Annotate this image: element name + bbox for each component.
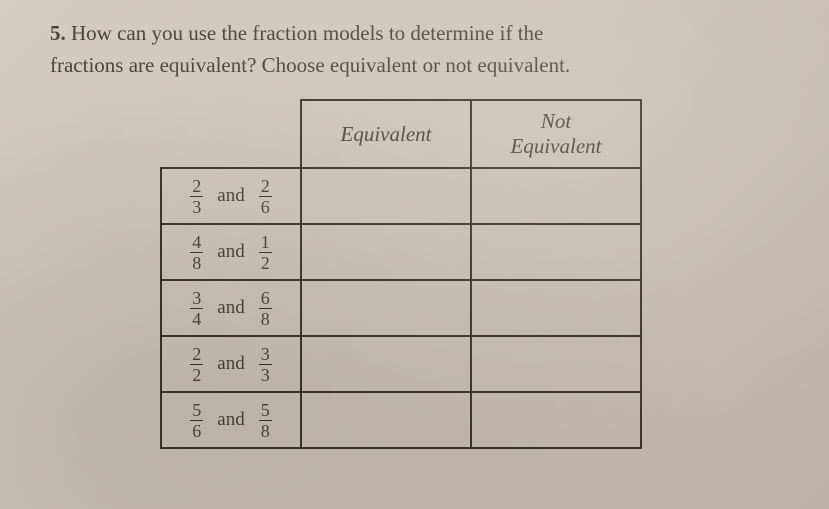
- header-not-line1: Not: [541, 109, 571, 133]
- equivalent-cell[interactable]: [301, 336, 471, 392]
- question-line-2: fractions are equivalent? Choose equival…: [50, 53, 570, 77]
- and-text: and: [217, 185, 244, 207]
- table-row: 5 6 and 5 8: [161, 392, 641, 448]
- denominator: 8: [259, 308, 272, 328]
- fraction-pair-label: 5 6 and 5 8: [161, 392, 301, 448]
- table-row: 3 4 and 6 8: [161, 280, 641, 336]
- table-row: 2 3 and 2 6: [161, 168, 641, 224]
- fraction-table-wrap: Equivalent Not Equivalent 2 3 and 2 6: [160, 99, 789, 449]
- question-text: 5. How can you use the fraction models t…: [50, 18, 789, 81]
- and-text: and: [217, 409, 244, 431]
- not-equivalent-cell[interactable]: [471, 224, 641, 280]
- fraction-1: 4 8: [190, 233, 203, 272]
- and-text: and: [217, 353, 244, 375]
- and-text: and: [217, 297, 244, 319]
- denominator: 6: [190, 420, 203, 440]
- header-equivalent: Equivalent: [301, 100, 471, 168]
- numerator: 1: [259, 233, 272, 252]
- denominator: 6: [259, 196, 272, 216]
- equivalent-cell[interactable]: [301, 392, 471, 448]
- fraction-table: Equivalent Not Equivalent 2 3 and 2 6: [160, 99, 642, 449]
- numerator: 6: [259, 289, 272, 308]
- denominator: 3: [259, 364, 272, 384]
- denominator: 4: [190, 308, 203, 328]
- denominator: 2: [190, 364, 203, 384]
- fraction-1: 2 2: [190, 345, 203, 384]
- header-row: Equivalent Not Equivalent: [161, 100, 641, 168]
- fraction-pair-label: 2 3 and 2 6: [161, 168, 301, 224]
- table-row: 2 2 and 3 3: [161, 336, 641, 392]
- denominator: 3: [190, 196, 203, 216]
- header-not-line2: Equivalent: [511, 134, 602, 158]
- fraction-2: 6 8: [259, 289, 272, 328]
- fraction-2: 1 2: [259, 233, 272, 272]
- numerator: 3: [259, 345, 272, 364]
- equivalent-cell[interactable]: [301, 168, 471, 224]
- fraction-pair-label: 3 4 and 6 8: [161, 280, 301, 336]
- not-equivalent-cell[interactable]: [471, 336, 641, 392]
- not-equivalent-cell[interactable]: [471, 168, 641, 224]
- equivalent-cell[interactable]: [301, 224, 471, 280]
- denominator: 8: [190, 252, 203, 272]
- fraction-1: 3 4: [190, 289, 203, 328]
- numerator: 5: [190, 401, 203, 420]
- denominator: 8: [259, 420, 272, 440]
- question-number: 5.: [50, 21, 66, 45]
- numerator: 5: [259, 401, 272, 420]
- fraction-2: 5 8: [259, 401, 272, 440]
- fraction-1: 5 6: [190, 401, 203, 440]
- corner-cell: [161, 100, 301, 168]
- and-text: and: [217, 241, 244, 263]
- numerator: 2: [190, 345, 203, 364]
- question-line-1: How can you use the fraction models to d…: [71, 21, 543, 45]
- table-row: 4 8 and 1 2: [161, 224, 641, 280]
- fraction-pair-label: 4 8 and 1 2: [161, 224, 301, 280]
- numerator: 2: [259, 177, 272, 196]
- not-equivalent-cell[interactable]: [471, 392, 641, 448]
- numerator: 4: [190, 233, 203, 252]
- fraction-1: 2 3: [190, 177, 203, 216]
- fraction-pair-label: 2 2 and 3 3: [161, 336, 301, 392]
- fraction-2: 2 6: [259, 177, 272, 216]
- fraction-2: 3 3: [259, 345, 272, 384]
- numerator: 3: [190, 289, 203, 308]
- denominator: 2: [259, 252, 272, 272]
- equivalent-cell[interactable]: [301, 280, 471, 336]
- header-not-equivalent: Not Equivalent: [471, 100, 641, 168]
- numerator: 2: [190, 177, 203, 196]
- not-equivalent-cell[interactable]: [471, 280, 641, 336]
